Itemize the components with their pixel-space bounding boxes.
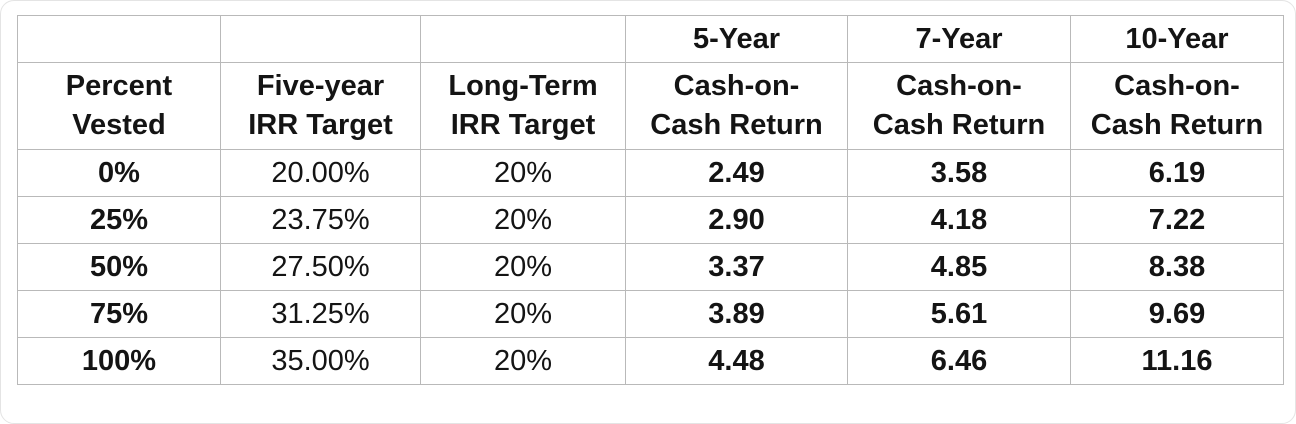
cell-long-term-irr: 20% xyxy=(420,243,626,291)
cell-percent-vested: 25% xyxy=(17,196,221,244)
cell-cash-5yr: 3.37 xyxy=(625,243,848,291)
cell-five-year-irr: 27.50% xyxy=(220,243,421,291)
cell-cash-7yr: 4.18 xyxy=(847,196,1071,244)
cell-cash-5yr: 3.89 xyxy=(625,290,848,338)
cell-cash-10yr: 8.38 xyxy=(1070,243,1284,291)
cell-cash-7yr: 4.85 xyxy=(847,243,1071,291)
cell-long-term-irr: 20% xyxy=(420,196,626,244)
cell-five-year-irr: 31.25% xyxy=(220,290,421,338)
cell-five-year-irr: 23.75% xyxy=(220,196,421,244)
cell-long-term-irr: 20% xyxy=(420,337,626,385)
cell-five-year-irr: 20.00% xyxy=(220,149,421,197)
table-row-100-percent: 100% 35.00% 20% 4.48 6.46 11.16 xyxy=(17,337,1284,385)
header-five-year-irr-target: Five-year IRR Target xyxy=(220,62,421,150)
cell-five-year-irr: 35.00% xyxy=(220,337,421,385)
cell-cash-7yr: 3.58 xyxy=(847,149,1071,197)
header-10yr-cash-on-cash-return: Cash-on- Cash Return xyxy=(1070,62,1284,150)
irr-cash-on-cash-table: 5-Year 7-Year 10-Year Percent Vested Fiv… xyxy=(17,15,1284,385)
cell-cash-10yr: 11.16 xyxy=(1070,337,1284,385)
cell-cash-10yr: 6.19 xyxy=(1070,149,1284,197)
cell-percent-vested: 0% xyxy=(17,149,221,197)
cell-cash-5yr: 2.49 xyxy=(625,149,848,197)
empty-cell xyxy=(220,15,421,63)
empty-cell xyxy=(420,15,626,63)
cell-percent-vested: 75% xyxy=(17,290,221,338)
cell-cash-10yr: 7.22 xyxy=(1070,196,1284,244)
cell-cash-7yr: 6.46 xyxy=(847,337,1071,385)
cell-percent-vested: 100% xyxy=(17,337,221,385)
cell-long-term-irr: 20% xyxy=(420,290,626,338)
cell-cash-10yr: 9.69 xyxy=(1070,290,1284,338)
cell-cash-5yr: 2.90 xyxy=(625,196,848,244)
cell-percent-vested: 50% xyxy=(17,243,221,291)
header-5yr-cash-on-cash-return: Cash-on- Cash Return xyxy=(625,62,848,150)
empty-cell xyxy=(17,15,221,63)
cell-cash-5yr: 4.48 xyxy=(625,337,848,385)
header-7yr-cash-on-cash-return: Cash-on- Cash Return xyxy=(847,62,1071,150)
header-5-year: 5-Year xyxy=(625,15,848,63)
table-row-0-percent: 0% 20.00% 20% 2.49 3.58 6.19 xyxy=(17,149,1284,197)
cell-long-term-irr: 20% xyxy=(420,149,626,197)
header-percent-vested: Percent Vested xyxy=(17,62,221,150)
year-header-row: 5-Year 7-Year 10-Year xyxy=(17,15,1284,63)
cell-cash-7yr: 5.61 xyxy=(847,290,1071,338)
column-header-row: Percent Vested Five-year IRR Target Long… xyxy=(17,62,1284,150)
header-long-term-irr-target: Long-Term IRR Target xyxy=(420,62,626,150)
table-row-50-percent: 50% 27.50% 20% 3.37 4.85 8.38 xyxy=(17,243,1284,291)
header-10-year: 10-Year xyxy=(1070,15,1284,63)
table-row-75-percent: 75% 31.25% 20% 3.89 5.61 9.69 xyxy=(17,290,1284,338)
header-7-year: 7-Year xyxy=(847,15,1071,63)
table-row-25-percent: 25% 23.75% 20% 2.90 4.18 7.22 xyxy=(17,196,1284,244)
